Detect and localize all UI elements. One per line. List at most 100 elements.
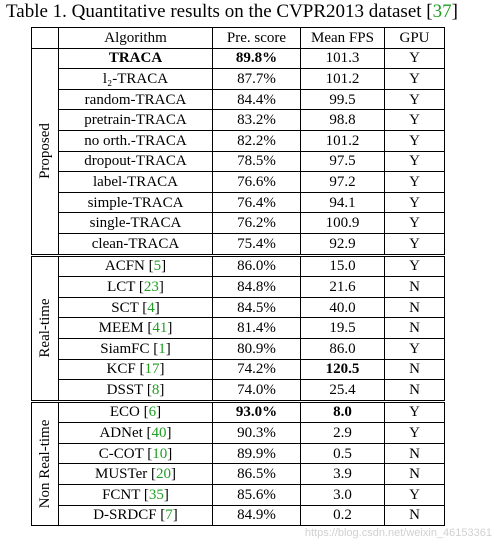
caption-ref-link[interactable]: 37 bbox=[432, 1, 452, 22]
table-row: Real-time ACFN [5] 86.0% 15.0 Y bbox=[31, 253, 445, 402]
score-cell: 74.0% bbox=[212, 379, 301, 402]
citation-ref-link[interactable]: 5 bbox=[153, 258, 162, 275]
citation-ref-link[interactable]: 40 bbox=[151, 425, 167, 442]
algorithm-name: single-TRACA bbox=[89, 215, 182, 232]
table-row: pretrain-TRACA 83.2% 98.8 Y bbox=[32, 109, 445, 131]
table-row: MUSTer [20] 86.5% 3.9 N bbox=[32, 463, 445, 486]
algorithm-name: simple-TRACA bbox=[87, 194, 184, 211]
algorithm-cell: SiamFC [1] bbox=[58, 337, 213, 360]
algorithm-name: SCT bbox=[111, 299, 139, 316]
header-gpu: GPU bbox=[384, 27, 445, 49]
gpu-cell: N bbox=[384, 358, 445, 381]
citation-ref-link[interactable]: 6 bbox=[148, 404, 157, 421]
citation-ref-link[interactable]: 7 bbox=[165, 507, 173, 524]
gpu-cell: N bbox=[384, 276, 445, 298]
table-caption: Table 1. Quantitative results on the CVP… bbox=[6, 1, 458, 23]
gpu-cell: Y bbox=[384, 191, 445, 214]
score-cell: 90.3% bbox=[212, 422, 301, 444]
gpu-cell: Y bbox=[384, 150, 445, 173]
fps-cell: 98.8 bbox=[300, 109, 385, 131]
algorithm-name: SiamFC bbox=[100, 340, 150, 357]
citation-ref-link[interactable]: 20 bbox=[156, 466, 172, 483]
header-algorithm: Algorithm bbox=[58, 27, 213, 49]
fps-cell: 94.1 bbox=[300, 191, 385, 214]
gpu-cell: N bbox=[384, 463, 445, 486]
algorithm-name: ACFN bbox=[104, 258, 145, 275]
table-row: random-TRACA 84.4% 99.5 Y bbox=[32, 88, 445, 111]
algorithm-cell: single-TRACA bbox=[58, 212, 213, 234]
algorithm-name: D-SRDCF bbox=[93, 507, 157, 524]
table-row: Proposed TRACA 89.8% 101.3 Y bbox=[31, 47, 445, 256]
fps-cell: 100.9 bbox=[300, 212, 385, 234]
citation-ref-link[interactable]: 10 bbox=[152, 445, 168, 462]
score-cell: 84.4% bbox=[212, 88, 301, 111]
algorithm-name: pretrain-TRACA bbox=[84, 112, 187, 129]
algorithm-name: LCT bbox=[107, 278, 136, 295]
gpu-cell: Y bbox=[384, 171, 445, 193]
algorithm-cell: no orth.-TRACA bbox=[58, 129, 213, 152]
fps-cell: 0.2 bbox=[300, 504, 385, 527]
table-row: label-TRACA 76.6% 97.2 Y bbox=[32, 171, 445, 193]
header-row: Algorithm Pre. score Mean FPS GPU bbox=[31, 27, 445, 49]
citation-ref-link[interactable]: 17 bbox=[144, 361, 160, 378]
algorithm-cell: clean-TRACA bbox=[58, 232, 213, 256]
fps-cell: 86.0 bbox=[300, 337, 385, 360]
fps-cell: 99.5 bbox=[300, 88, 385, 111]
caption-text: Table 1. Quantitative results on the CVP… bbox=[6, 1, 433, 22]
table-row: LCT [23] 84.8% 21.6 N bbox=[32, 276, 445, 298]
algorithm-name: FCNT bbox=[102, 486, 141, 503]
algorithm-name: random-TRACA bbox=[84, 91, 187, 108]
gpu-cell: Y bbox=[384, 422, 445, 444]
table-row: clean-TRACA 75.4% 92.9 Y bbox=[32, 232, 445, 256]
score-cell: 84.8% bbox=[212, 276, 301, 298]
table-row: no orth.-TRACA 82.2% 101.2 Y bbox=[32, 129, 445, 152]
algorithm-cell: SCT [4] bbox=[58, 296, 213, 319]
citation-ref-link[interactable]: 4 bbox=[147, 299, 155, 316]
table-row: D-SRDCF [7] 84.9% 0.2 N bbox=[32, 504, 445, 527]
fps-cell: 92.9 bbox=[300, 232, 385, 256]
algorithm-cell: pretrain-TRACA bbox=[58, 109, 213, 131]
algorithm-name: l₂-TRACA bbox=[102, 70, 169, 87]
algorithm-cell: MUSTer [20] bbox=[58, 463, 213, 486]
gpu-cell: Y bbox=[384, 253, 445, 278]
fps-cell: 97.5 bbox=[300, 150, 385, 173]
score-cell: 86.0% bbox=[212, 253, 301, 278]
group-label: Real-time bbox=[37, 298, 53, 358]
table-row: simple-TRACA 76.4% 94.1 Y bbox=[32, 191, 445, 214]
gpu-cell: Y bbox=[384, 129, 445, 152]
score-cell: 76.2% bbox=[212, 212, 301, 234]
fps-cell: 97.2 bbox=[300, 171, 385, 193]
group-label: Proposed bbox=[37, 123, 53, 179]
score-cell: 87.7% bbox=[212, 68, 301, 90]
citation-ref-link[interactable]: 23 bbox=[143, 278, 159, 295]
citation-ref-link[interactable]: 35 bbox=[148, 486, 164, 503]
score-cell: 86.5% bbox=[212, 463, 301, 486]
citation-ref-link[interactable]: 41 bbox=[152, 320, 168, 337]
fps-cell: 101.2 bbox=[300, 129, 385, 152]
score-cell: 84.5% bbox=[212, 296, 301, 319]
score-cell: 85.6% bbox=[212, 484, 301, 506]
gpu-cell: N bbox=[384, 317, 445, 339]
citation-ref-link[interactable]: 8 bbox=[151, 381, 160, 398]
gpu-cell: Y bbox=[384, 399, 445, 424]
table-row: single-TRACA 76.2% 100.9 Y bbox=[32, 212, 445, 234]
algorithm-cell: MEEM [41] bbox=[58, 317, 213, 339]
table-row: MEEM [41] 81.4% 19.5 N bbox=[32, 317, 445, 339]
score-cell: 83.2% bbox=[212, 109, 301, 131]
algorithm-cell: label-TRACA bbox=[58, 171, 213, 193]
caption-close: ] bbox=[451, 1, 458, 22]
table-row: FCNT [35] 85.6% 3.0 Y bbox=[32, 484, 445, 506]
algorithm-cell: ADNet [40] bbox=[58, 422, 213, 444]
gpu-cell: Y bbox=[384, 337, 445, 360]
header-group-cell bbox=[31, 27, 59, 49]
citation-ref-link[interactable]: 1 bbox=[158, 340, 166, 357]
algorithm-name: ECO bbox=[109, 404, 140, 421]
fps-cell: 15.0 bbox=[300, 253, 385, 278]
score-cell: 76.6% bbox=[212, 171, 301, 193]
algorithm-cell: l₂-TRACA bbox=[58, 68, 213, 90]
algorithm-cell: D-SRDCF [7] bbox=[58, 504, 213, 527]
table-row: SiamFC [1] 80.9% 86.0 Y bbox=[32, 337, 445, 360]
algorithm-name: dropout-TRACA bbox=[84, 153, 187, 170]
algorithm-cell: simple-TRACA bbox=[58, 191, 213, 214]
algorithm-name: TRACA bbox=[108, 50, 163, 67]
